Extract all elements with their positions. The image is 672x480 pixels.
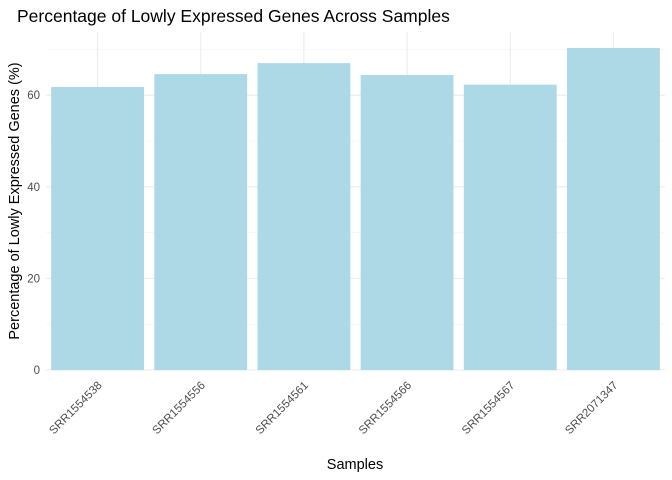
bar-SRR1554566: [360, 75, 454, 371]
chart-title: Percentage of Lowly Expressed Genes Acro…: [17, 6, 450, 26]
y-axis-ticks: 0 20 40 60: [27, 90, 40, 377]
x-axis-ticks: SRR1554538 SRR1554556 SRR1554561 SRR1554566…: [47, 380, 620, 437]
x-tick-label: SRR1554538: [47, 380, 104, 437]
y-tick-label: 0: [34, 365, 40, 377]
x-axis-title: Samples: [327, 457, 383, 473]
y-tick-label: 40: [27, 182, 40, 194]
x-tick-label: SRR2071347: [563, 380, 620, 437]
y-axis-title: Percentage of Lowly Expressed Genes (%): [7, 62, 23, 339]
bar-SRR2071347: [566, 48, 660, 370]
bar-SRR1554556: [154, 74, 248, 370]
bar-SRR1554561: [257, 63, 351, 371]
bars: [51, 48, 660, 371]
y-tick-label: 60: [27, 90, 40, 102]
x-tick-label: SRR1554567: [460, 380, 517, 437]
bar-SRR1554567: [463, 84, 557, 371]
x-tick-label: SRR1554566: [357, 380, 414, 437]
x-tick-label: SRR1554556: [151, 380, 208, 437]
y-tick-label: 20: [27, 273, 40, 285]
x-tick-label: SRR1554561: [254, 380, 311, 437]
bar-SRR1554538: [51, 86, 145, 370]
